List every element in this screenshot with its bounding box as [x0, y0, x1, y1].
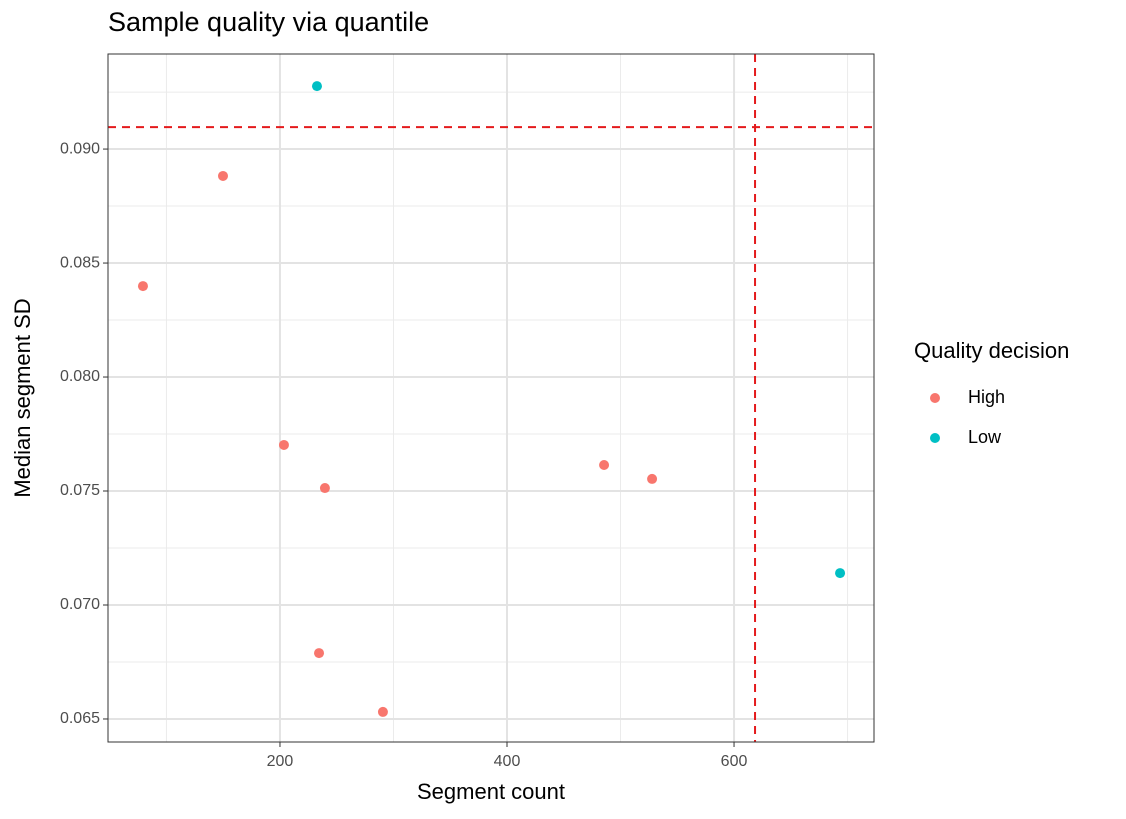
legend-key [930, 393, 940, 403]
chart-title: Sample quality via quantile [108, 7, 429, 37]
y-tick-label: 0.090 [60, 140, 100, 157]
y-tick-label: 0.070 [60, 596, 100, 613]
point [647, 473, 658, 484]
legend-label: Low [968, 427, 1002, 447]
legend-label: High [968, 387, 1005, 407]
panel-border [107, 53, 875, 743]
y-axis-title: Median segment SD [10, 298, 35, 497]
legend-title: Quality decision [914, 338, 1069, 363]
x-tick-label: 200 [267, 753, 294, 770]
y-tick-label: 0.080 [60, 368, 100, 385]
point [314, 648, 325, 659]
point [377, 706, 388, 717]
y-tick-label: 0.065 [60, 710, 100, 727]
point [835, 568, 846, 579]
point [599, 460, 610, 471]
point [217, 170, 228, 181]
legend-key [930, 433, 940, 443]
point [278, 439, 289, 450]
point [137, 281, 148, 292]
y-tick-label: 0.085 [60, 254, 100, 271]
y-tick-label: 0.075 [60, 482, 100, 499]
x-tick-label: 400 [494, 753, 521, 770]
point [311, 81, 322, 92]
point [319, 483, 330, 494]
x-tick-label: 600 [721, 753, 748, 770]
x-axis-title: Segment count [417, 779, 565, 804]
